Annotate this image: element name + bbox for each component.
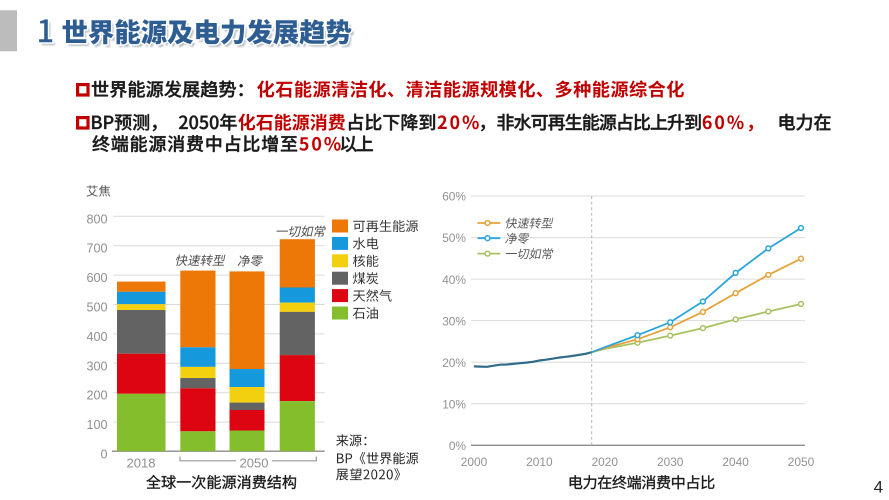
svg-text:600: 600 bbox=[86, 271, 107, 285]
svg-text:0%: 0% bbox=[449, 439, 467, 453]
svg-text:0: 0 bbox=[100, 448, 107, 462]
svg-text:300: 300 bbox=[86, 359, 107, 373]
svg-text:2050: 2050 bbox=[240, 455, 269, 470]
svg-text:700: 700 bbox=[86, 242, 107, 256]
svg-text:2000: 2000 bbox=[461, 455, 488, 469]
svg-text:50%: 50% bbox=[442, 231, 466, 245]
svg-text:40%: 40% bbox=[442, 273, 466, 287]
svg-text:30%: 30% bbox=[442, 314, 466, 328]
svg-text:2010: 2010 bbox=[526, 455, 553, 469]
svg-text:2050: 2050 bbox=[788, 455, 815, 469]
svg-text:400: 400 bbox=[86, 330, 107, 344]
svg-text:200: 200 bbox=[86, 389, 107, 403]
svg-text:10%: 10% bbox=[442, 397, 466, 411]
svg-text:100: 100 bbox=[86, 418, 107, 432]
svg-text:20%: 20% bbox=[442, 356, 466, 370]
svg-text:500: 500 bbox=[86, 301, 107, 315]
svg-text:4: 4 bbox=[874, 478, 883, 497]
svg-text:2020: 2020 bbox=[592, 455, 619, 469]
svg-text:2018: 2018 bbox=[127, 455, 156, 470]
svg-text:800: 800 bbox=[86, 212, 107, 226]
svg-text:60%: 60% bbox=[442, 190, 466, 204]
svg-text:2040: 2040 bbox=[722, 455, 749, 469]
svg-text:2030: 2030 bbox=[657, 455, 684, 469]
